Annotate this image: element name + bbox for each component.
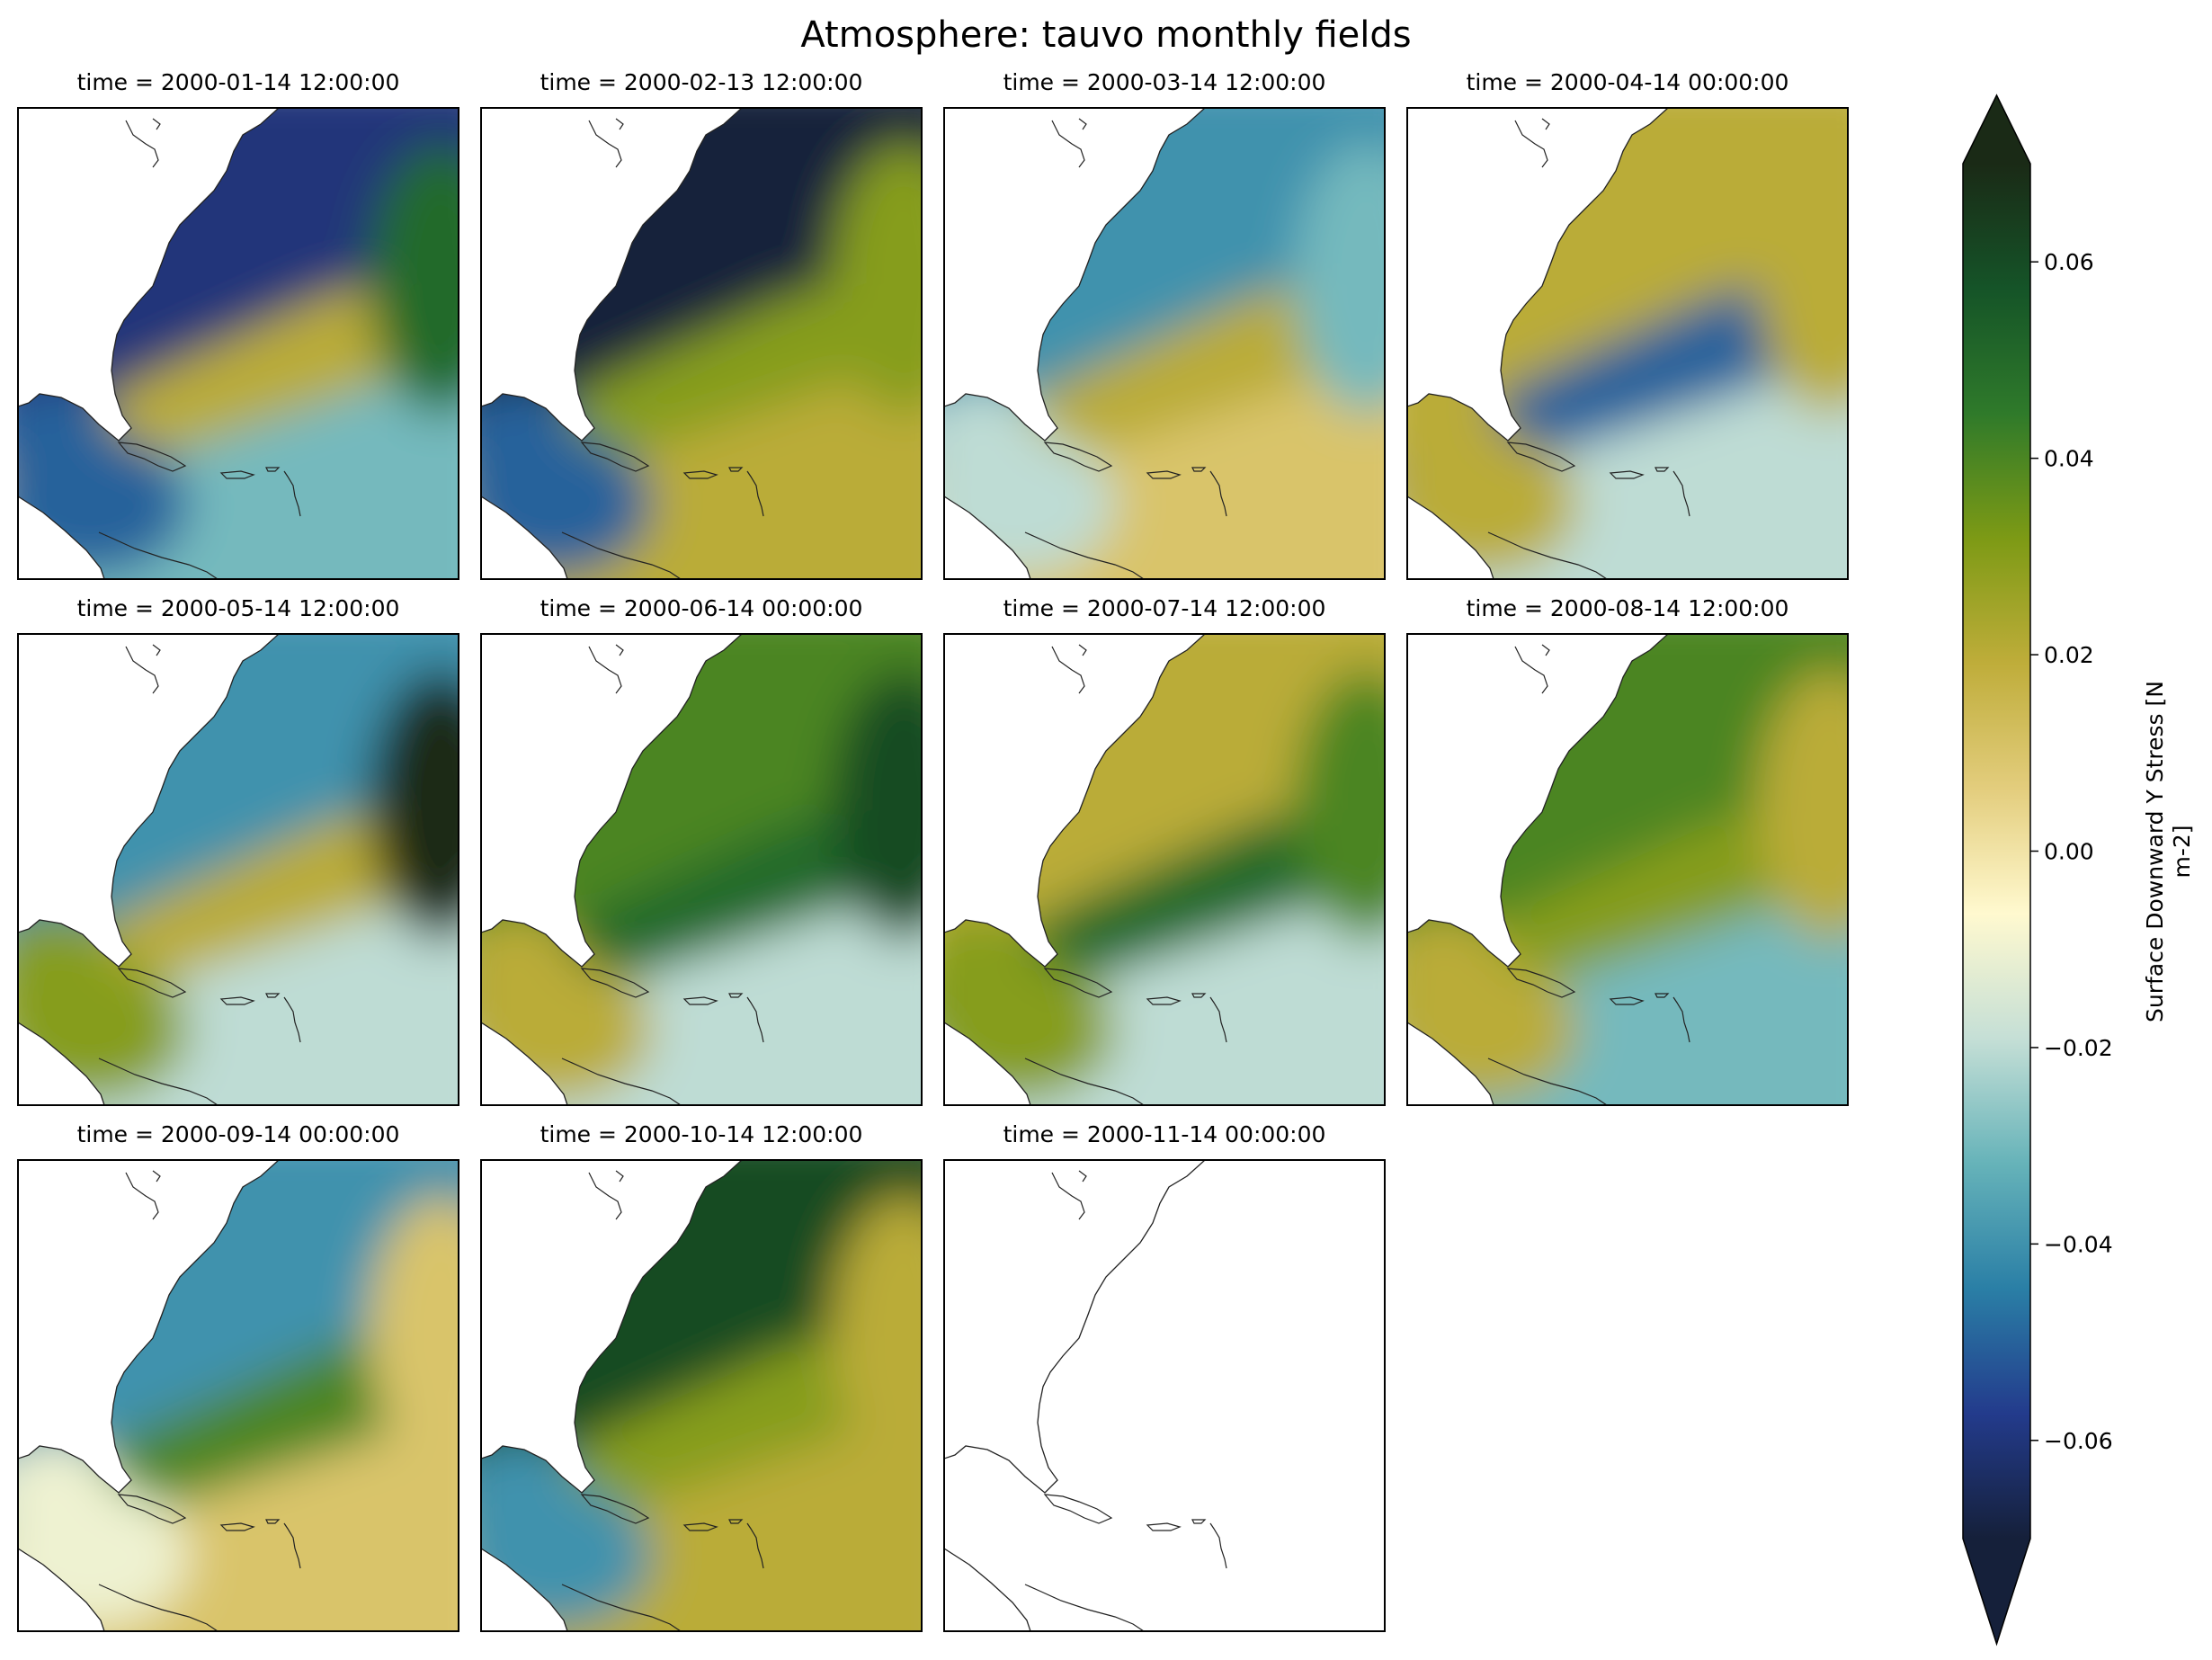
panel-title: time = 2000-11-14 00:00:00 [1003,1121,1326,1147]
colorbar-tick-label: −0.06 [2044,1428,2113,1454]
colorbar-label: Surface Downward Y Stress [Nm-2] [2142,681,2195,1022]
field-east-cell [1758,670,1848,940]
panel-grid: time = 2000-01-14 12:00:00 time = 2000-02… [17,69,1849,1632]
colorbar-tick-label: 0.00 [2044,839,2094,865]
colorbar-tick-label: 0.06 [2044,249,2094,275]
map-panel: time = 2000-02-13 12:00:00 [480,69,923,580]
stress-field [481,634,922,1105]
coastline [481,1160,764,1631]
panel-title: time = 2000-02-13 12:00:00 [540,69,863,95]
coastline [1407,108,1690,579]
coastline [18,1160,301,1631]
map-panel: time = 2000-01-14 12:00:00 [17,69,459,580]
panel-title: time = 2000-07-14 12:00:00 [1003,595,1326,621]
colorbar: −0.06 −0.04 −0.02 0.00 0.02 0.04 0.06 Surface D… [1962,94,2195,1647]
colorbar-tick-label: 0.02 [2044,642,2094,668]
coastline [1407,634,1690,1105]
field-east-cell [1758,144,1848,414]
panel-title: time = 2000-06-14 00:00:00 [540,595,863,621]
colorbar-extend-max [1963,95,2030,164]
panel-frame [480,1159,923,1632]
field-east-cell [1295,144,1385,414]
panel-frame [1406,633,1849,1106]
map-panel: time = 2000-09-14 00:00:00 [17,1121,459,1632]
panel-frame [17,1159,459,1632]
map-panel: time = 2000-06-14 00:00:00 [480,595,923,1106]
field-east-cell [832,1196,922,1466]
panel-frame [480,633,923,1106]
colorbar-tick-label: 0.04 [2044,446,2094,472]
map-panel: time = 2000-07-14 12:00:00 [943,595,1386,1106]
panel-frame [480,107,923,580]
field-east-cell [1295,670,1385,940]
panel-title: time = 2000-04-14 00:00:00 [1467,69,1789,95]
map-panel: time = 2000-03-14 12:00:00 [943,69,1386,580]
map-panel: time = 2000-11-14 00:00:00 [943,1121,1386,1632]
panel-frame [17,107,459,580]
coastline [481,634,764,1105]
field-east-cell [369,670,459,940]
panel-frame [1406,107,1849,580]
panel-title: time = 2000-01-14 12:00:00 [77,69,400,95]
map-panel: time = 2000-05-14 12:00:00 [17,595,459,1106]
field-east-cell [369,1196,459,1466]
panel-title: time = 2000-10-14 12:00:00 [540,1121,863,1147]
figure-title: Atmosphere: tauvo monthly fields [800,14,1411,56]
coastline [944,108,1227,579]
field-east-cell [832,144,922,414]
map-panel: time = 2000-04-14 00:00:00 [1406,69,1849,580]
colorbar-gradient [1963,164,2030,1539]
panel-title: time = 2000-09-14 00:00:00 [77,1121,400,1147]
panel-frame [17,633,459,1106]
coastline [18,634,301,1105]
coastline [18,108,301,579]
coastline [944,634,1227,1105]
field-east-cell [369,144,459,414]
colorbar-tick-label: −0.04 [2044,1231,2113,1257]
colorbar-extend-min [1963,1539,2030,1644]
panel-frame [943,107,1386,580]
coastline [944,1160,1227,1631]
panel-title: time = 2000-03-14 12:00:00 [1003,69,1326,95]
panel-frame [943,1159,1386,1632]
field-east-cell [832,670,922,940]
map-panel: time = 2000-08-14 12:00:00 [1406,595,1849,1106]
panel-frame [943,633,1386,1106]
panel-title: time = 2000-08-14 12:00:00 [1467,595,1789,621]
panel-title: time = 2000-05-14 12:00:00 [77,595,400,621]
colorbar-outline [1962,94,2031,1647]
colorbar-tick-label: −0.02 [2044,1035,2113,1061]
coastline [481,108,764,579]
stress-field [18,634,459,1105]
map-panel: time = 2000-10-14 12:00:00 [480,1121,923,1632]
stress-field [944,634,1385,1105]
